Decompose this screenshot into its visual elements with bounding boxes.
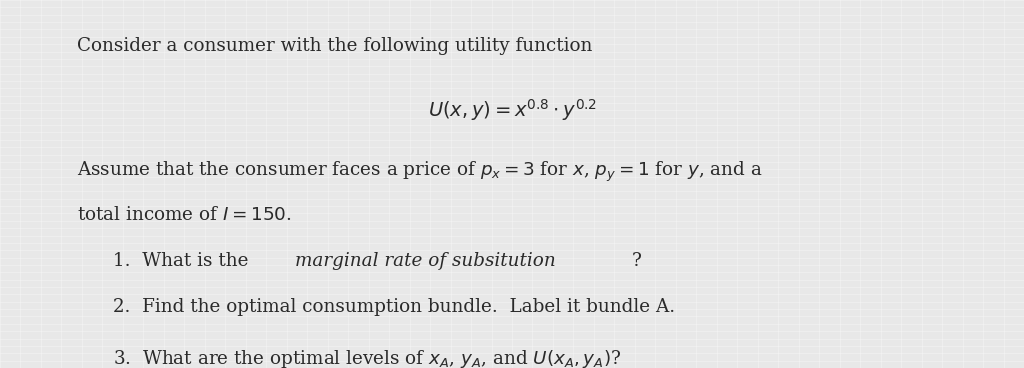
Text: Assume that the consumer faces a price of $p_x = 3$ for $x$, $p_y = 1$ for $y$, : Assume that the consumer faces a price o… — [77, 160, 763, 184]
Text: $U(x, y) = x^{0.8} \cdot y^{0.2}$: $U(x, y) = x^{0.8} \cdot y^{0.2}$ — [428, 98, 596, 123]
Text: total income of $I = 150$.: total income of $I = 150$. — [77, 206, 292, 224]
Text: 2.  Find the optimal consumption bundle.  Label it bundle A.: 2. Find the optimal consumption bundle. … — [113, 298, 675, 316]
Text: marginal rate of subsitution: marginal rate of subsitution — [295, 252, 556, 270]
Text: 1.  What is the: 1. What is the — [113, 252, 254, 270]
Text: Consider a consumer with the following utility function: Consider a consumer with the following u… — [77, 37, 592, 55]
Text: ?: ? — [632, 252, 641, 270]
Text: 3.  What are the optimal levels of $x_A$, $y_A$, and $U(x_A, y_A)$?: 3. What are the optimal levels of $x_A$,… — [113, 348, 621, 368]
